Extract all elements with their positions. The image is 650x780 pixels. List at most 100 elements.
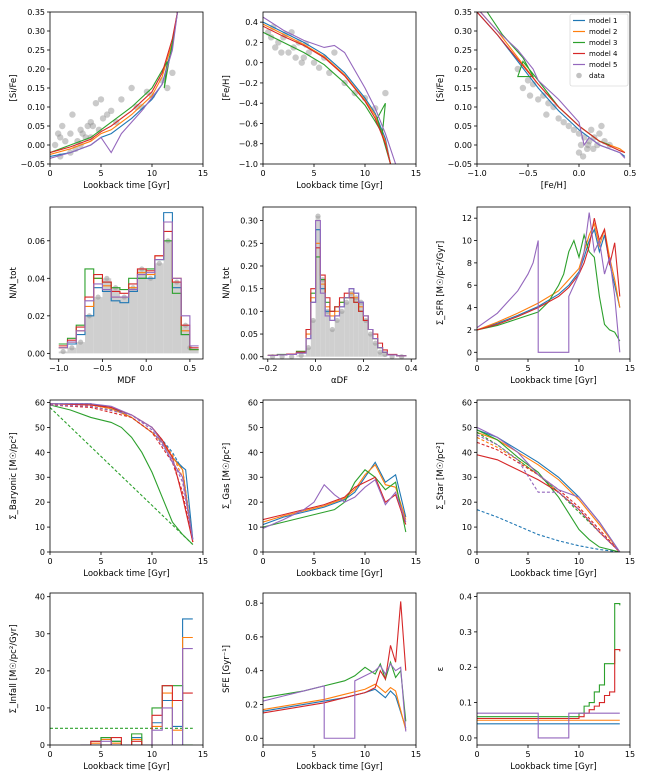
axes-frame [262, 592, 417, 746]
y-axis-label: N/N_tot [222, 266, 232, 298]
y-tick-label: 50 [35, 423, 45, 432]
data-hist-bar [163, 240, 173, 354]
x-tick-label: 5 [311, 557, 316, 566]
data-hist-bar [181, 325, 190, 354]
y-tick-label: 0.30 [454, 27, 472, 36]
data-point [550, 103, 557, 111]
y-tick-label: 30 [248, 473, 258, 482]
data-point [399, 354, 405, 360]
panel-infall: 0 5 10 15 0 10 20 30 40 Lookback time [Gyr] Σ_Infa… [9, 592, 208, 772]
y-tick-label: 0 [467, 348, 472, 357]
x-tick-label: 10 [147, 169, 157, 178]
series-dashed-model-4 [477, 441, 621, 552]
series-line-model-5 [479, 12, 626, 159]
y-tick-label: 0.20 [27, 65, 45, 74]
axes-frame [262, 11, 417, 165]
series-line-model-4 [477, 454, 621, 552]
data-point [351, 89, 358, 97]
series-dashed-model-5 [50, 404, 194, 540]
series-line-model-4 [477, 218, 621, 331]
data-hist-bar [368, 334, 373, 357]
axes-frame [476, 206, 631, 360]
data-point [331, 49, 338, 56]
y-tick-label: 2 [467, 326, 472, 335]
data-point [285, 49, 292, 56]
data-point [143, 88, 151, 96]
y-tick-label: 0.10 [27, 103, 45, 112]
series-line-model-1 [263, 461, 407, 526]
y-tick-label: 10 [462, 237, 472, 246]
series-line-model-4 [477, 12, 626, 154]
series-line-model-5 [58, 221, 199, 349]
x-tick-label: 15 [625, 364, 635, 373]
x-tick-label: 15 [625, 557, 635, 566]
y-tick-label: 0.25 [454, 46, 472, 55]
y-tick-label: 0.1 [459, 699, 472, 708]
series-line-model-5 [50, 12, 179, 159]
y-tick-label: 0.04 [27, 274, 45, 283]
data-point [62, 138, 69, 145]
y-tick-label: −0.05 [20, 160, 45, 169]
y-tick-label: 0.0 [459, 734, 472, 743]
data-hist-bar [102, 278, 112, 354]
y-axis-label: Σ_Infall [M☉/pc²/Gyr] [9, 624, 19, 713]
series-line-model-5 [263, 478, 407, 529]
data-point [118, 96, 125, 103]
y-tick-label: 0.05 [240, 330, 258, 339]
data-point [543, 111, 550, 118]
series-dashed-model-2 [50, 404, 194, 543]
y-tick-label: 30 [35, 473, 45, 482]
data-hist-bar [306, 347, 311, 357]
x-tick-label: 15 [198, 557, 208, 566]
y-tick-label: −0.4 [239, 99, 258, 108]
data-point [334, 317, 340, 324]
x-tick-label: 15 [411, 750, 421, 759]
x-tick-label: −0.5 [93, 364, 112, 373]
x-tick-label: 0.5 [184, 364, 197, 373]
series-dashed-model-3 [50, 407, 194, 545]
x-tick-label: 10 [574, 364, 584, 373]
y-tick-label: −0.6 [239, 119, 258, 128]
x-tick-label: 5 [98, 750, 103, 759]
y-tick-label: 0.05 [27, 122, 45, 131]
data-point [310, 59, 318, 66]
data-hist-bar [119, 297, 129, 354]
y-tick-label: 10 [248, 523, 258, 532]
data-point [272, 44, 279, 51]
legend-label: model 3 [589, 39, 617, 47]
x-axis-label: [Fe/H] [541, 181, 567, 191]
y-axis-label: Σ_Baryonic [M☉/pc²] [9, 432, 19, 519]
series-line-model-1 [477, 429, 621, 552]
y-tick-label: 0.10 [240, 307, 258, 316]
x-tick-label: 15 [411, 557, 421, 566]
y-axis-label: [Si/Fe] [9, 75, 19, 102]
y-tick-label: 0.00 [27, 141, 45, 150]
y-tick-label: 20 [35, 667, 45, 676]
data-point [89, 122, 97, 130]
panel-mdf: −1.0 −0.5 0.0 0.5 0.00 0.02 0.04 0.06 MDF N/N_tot [9, 206, 204, 386]
panel-sfr: 0 5 10 15 0 2 4 6 8 10 12 Lookback time [Gyr] Σ_SFR … [436, 206, 635, 386]
data-hist-bar [172, 282, 182, 354]
x-axis-label: αDF [331, 376, 348, 386]
series-line-model-3 [477, 232, 621, 342]
data-point [305, 345, 312, 351]
data-point [519, 84, 527, 92]
data-point [590, 145, 597, 152]
x-tick-label: −0.2 [258, 364, 277, 373]
axes-frame [476, 592, 631, 746]
panel-sfe: 0 5 10 15 0.0 0.2 0.4 0.6 0.8 Lookback time [Gyr]… [222, 592, 421, 772]
data-hist-bar [154, 263, 164, 354]
axes-frame [49, 206, 204, 360]
data-point [315, 213, 321, 219]
x-tick-label: 15 [198, 169, 208, 178]
data-point [382, 89, 389, 97]
y-tick-label: 0.15 [454, 84, 472, 93]
data-point [278, 49, 285, 56]
x-tick-label: 0.0 [573, 169, 586, 178]
x-axis-label: MDF [117, 376, 136, 386]
legend-label: model 1 [589, 17, 617, 25]
series-line-model-1 [263, 688, 407, 729]
y-tick-label: 20 [35, 498, 45, 507]
x-tick-label: 5 [525, 750, 530, 759]
data-point [570, 126, 578, 133]
